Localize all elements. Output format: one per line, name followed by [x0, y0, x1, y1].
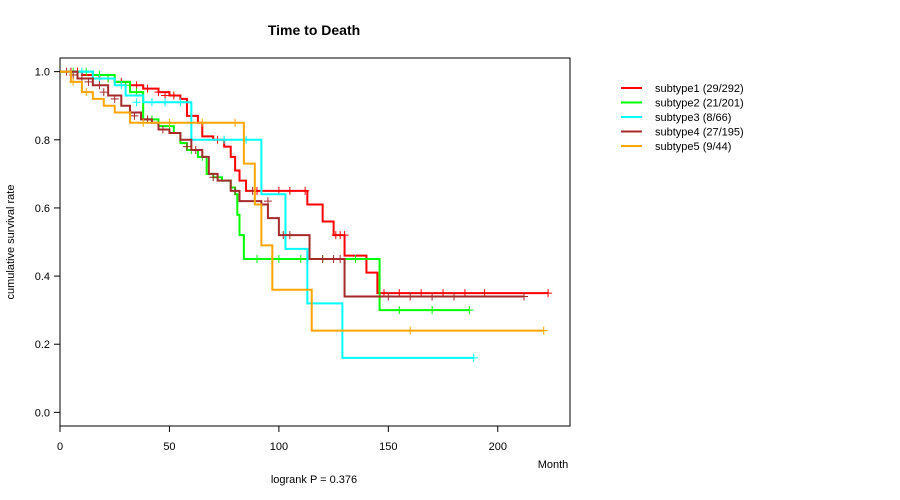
censor-mark	[99, 88, 108, 97]
censor-mark	[147, 98, 156, 107]
censor-mark	[77, 67, 86, 76]
legend-entry: subtype2 (21/201)	[655, 98, 744, 110]
censor-mark	[449, 292, 458, 301]
censor-mark	[231, 186, 240, 195]
censor-mark	[351, 255, 360, 264]
y-tick-label: 0.6	[35, 203, 50, 215]
censor-mark	[340, 231, 349, 240]
censor-mark	[395, 306, 404, 315]
censor-mark	[263, 197, 272, 206]
y-tick-label: 0.4	[35, 271, 50, 283]
censor-mark	[169, 91, 178, 100]
x-tick-label: 100	[270, 441, 288, 453]
censor-mark	[285, 231, 294, 240]
censor-mark	[539, 326, 548, 335]
censor-mark	[154, 88, 163, 97]
censor-mark	[544, 289, 553, 298]
y-tick-label: 0.0	[35, 407, 50, 419]
logrank-annotation: logrank P = 0.376	[271, 474, 357, 486]
censor-mark	[117, 81, 126, 90]
censor-mark	[252, 255, 261, 264]
censor-mark	[132, 98, 141, 107]
legend-entry: subtype4 (27/195)	[655, 127, 744, 139]
censor-mark	[95, 74, 104, 83]
censor-mark	[285, 186, 294, 195]
x-tick-label: 200	[489, 441, 507, 453]
censor-mark	[69, 77, 78, 86]
legend-entry: subtype1 (29/292)	[655, 83, 744, 95]
x-tick-label: 0	[57, 441, 63, 453]
survival-curve	[60, 70, 544, 332]
x-tick-label: 150	[379, 441, 397, 453]
censor-mark	[220, 135, 229, 144]
y-tick-label: 0.2	[35, 339, 50, 351]
y-axis-label: cumulative survival rate	[5, 185, 17, 300]
series-group	[60, 67, 553, 362]
survival-curve	[60, 70, 474, 359]
censor-mark	[139, 118, 148, 127]
legend-entry: subtype5 (9/44)	[655, 141, 731, 153]
x-axis-label: Month	[538, 459, 569, 471]
censor-mark	[182, 142, 191, 151]
censor-mark	[143, 84, 152, 93]
series-4	[60, 67, 529, 301]
censor-mark	[82, 88, 91, 97]
y-axis: 0.0 0.2 0.4 0.6 0.8 1.0	[35, 67, 60, 419]
y-tick-label: 1.0	[35, 67, 50, 79]
censor-mark	[165, 118, 174, 127]
censor-mark	[176, 98, 185, 107]
censor-mark	[520, 292, 529, 301]
legend: subtype1 (29/292) subtype2 (21/201) subtyp…	[621, 83, 744, 153]
censor-mark	[296, 255, 305, 264]
y-tick-label: 0.8	[35, 135, 50, 147]
censor-mark	[84, 77, 93, 86]
censor-mark	[406, 326, 415, 335]
censor-mark	[231, 118, 240, 127]
censor-mark	[301, 186, 310, 195]
censor-mark	[465, 306, 474, 315]
censor-mark	[132, 81, 141, 90]
censor-mark	[318, 255, 327, 264]
censor-mark	[191, 146, 200, 154]
censor-mark	[110, 94, 119, 103]
censor-mark	[469, 353, 478, 362]
censor-mark	[161, 91, 170, 100]
x-tick-label: 50	[163, 441, 175, 453]
legend-entry: subtype3 (8/66)	[655, 112, 731, 124]
censor-mark	[209, 173, 218, 182]
censor-mark	[274, 255, 283, 264]
plot-frame	[59, 57, 571, 427]
censor-mark	[336, 255, 345, 264]
series-5	[60, 70, 548, 335]
censor-mark	[384, 292, 393, 301]
censor-mark	[428, 292, 437, 301]
x-axis: 0 50 100 150 200	[57, 426, 507, 453]
censor-mark	[428, 306, 437, 315]
censor-mark	[406, 292, 415, 301]
censor-mark	[161, 98, 170, 107]
censor-mark	[130, 111, 139, 120]
chart-title: Time to Death	[268, 22, 360, 38]
survival-curve	[60, 70, 525, 298]
censor-mark	[158, 125, 167, 134]
censor-mark	[198, 118, 207, 127]
censor-mark	[95, 81, 104, 90]
